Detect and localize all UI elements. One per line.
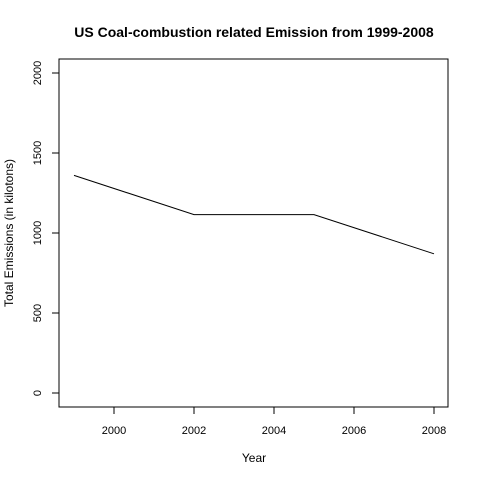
y-tick-label: 1000 [32, 221, 44, 245]
y-tick-label: 1500 [32, 141, 44, 165]
x-axis-label: Year [242, 451, 266, 465]
y-tick-label: 0 [32, 390, 44, 396]
series-line-0 [73, 174, 435, 255]
x-tick-label: 2006 [342, 425, 366, 437]
plot-frame [58, 58, 449, 408]
x-tick-label: 2008 [422, 425, 446, 437]
x-tick-label: 2000 [102, 425, 126, 437]
x-axis: 2000 2002 2004 2006 2008 [102, 406, 446, 437]
x-tick-label: 2004 [262, 425, 286, 437]
y-axis: 0 500 1000 1500 2000 [32, 61, 60, 396]
y-tick-label: 2000 [32, 61, 44, 85]
y-axis-label: Total Emissions (in kilotons) [2, 159, 16, 307]
y-tick-label: 500 [32, 304, 44, 322]
x-tick-label: 2002 [182, 425, 206, 437]
chart-title: US Coal-combustion related Emission from… [74, 24, 434, 40]
series-group [73, 174, 435, 255]
